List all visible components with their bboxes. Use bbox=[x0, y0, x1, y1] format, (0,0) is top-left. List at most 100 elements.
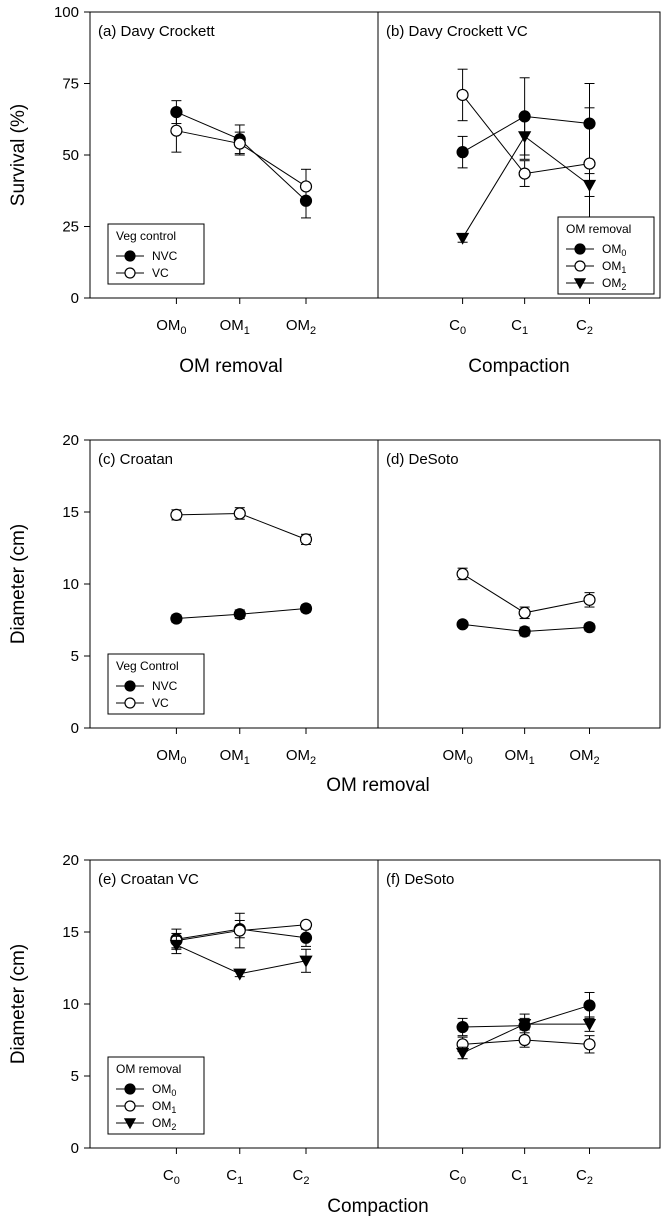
data-point-f-OM0-2 bbox=[583, 999, 596, 1012]
legend-entry-b-1: OM1 bbox=[602, 259, 626, 275]
legend-entry-sub-b-1: 1 bbox=[621, 265, 626, 275]
y-tick-label-e-4: 20 bbox=[62, 852, 79, 869]
y-tick-label-c-3: 15 bbox=[62, 504, 79, 521]
legend-marker-b-2 bbox=[573, 278, 587, 290]
x-tick-label-b-1-sub: 1 bbox=[522, 325, 528, 337]
legend-entry-main-e-2: OM bbox=[152, 1116, 171, 1130]
y-tick-label-c-4: 20 bbox=[62, 432, 79, 449]
panel-f: C0 C1 C2(f) DeSoto bbox=[386, 871, 597, 1187]
x-tick-label-c-0: OM0 bbox=[156, 747, 186, 767]
text-layer: OM removal Compaction OM removal Compact… bbox=[179, 356, 569, 1217]
x-tick-label-d-0-sub: 0 bbox=[467, 755, 473, 767]
y-tick-label-a-1: 25 bbox=[62, 219, 79, 236]
y-tick-label-c-2: 10 bbox=[62, 576, 79, 593]
series-f-OM1 bbox=[456, 1032, 596, 1054]
legend-entry-main-b-1: OM bbox=[602, 259, 621, 273]
series-f-OM0 bbox=[456, 991, 596, 1038]
data-point-a-VC-0 bbox=[170, 124, 183, 137]
panel-title-d: (d) DeSoto bbox=[386, 451, 459, 468]
x-tick-label-c-2-sub: 2 bbox=[310, 755, 316, 767]
data-point-d-NVC-1 bbox=[518, 625, 531, 638]
legend-entry-c-0: NVC bbox=[152, 679, 178, 693]
data-point-b-OM1-2 bbox=[583, 157, 596, 170]
y-tick-label-e-1: 5 bbox=[71, 1068, 79, 1085]
x-tick-label-e-2-sub: 2 bbox=[303, 1175, 309, 1187]
legend-entry-main-c-1: VC bbox=[152, 696, 169, 710]
legend-c: Veg Control NVC VC bbox=[107, 653, 205, 715]
legend-a: Veg control NVC VC bbox=[107, 223, 205, 285]
x-tick-label-c-0-main: OM bbox=[156, 747, 180, 764]
legend-box-a bbox=[107, 223, 205, 285]
legend-entry-main-a-1: VC bbox=[152, 266, 169, 280]
x-tick-label-e-2: C2 bbox=[293, 1167, 310, 1187]
x-tick-label-b-0: C0 bbox=[449, 317, 466, 337]
x-tick-label-f-0-main: C bbox=[449, 1167, 460, 1184]
x-tick-label-a-0-main: OM bbox=[156, 317, 180, 334]
legend-entry-a-1: VC bbox=[152, 266, 169, 280]
x-tick-label-b-1: C1 bbox=[511, 317, 528, 337]
data-point-a-VC-1 bbox=[233, 137, 246, 150]
x-tick-label-f-1: C1 bbox=[511, 1167, 528, 1187]
legend-entry-main-e-0: OM bbox=[152, 1082, 171, 1096]
y-tick-label-e-3: 15 bbox=[62, 924, 79, 941]
legend-entry-e-1: OM1 bbox=[152, 1099, 176, 1115]
legend-entry-main-b-2: OM bbox=[602, 276, 621, 290]
legend-entry-sub-b-0: 0 bbox=[621, 248, 626, 258]
y-tick-label-a-4: 100 bbox=[54, 4, 79, 21]
legend-entry-e-2: OM2 bbox=[152, 1116, 176, 1132]
series-b-OM2 bbox=[455, 113, 597, 245]
legend-entry-c-1: VC bbox=[152, 696, 169, 710]
x-tick-label-a-2: OM2 bbox=[286, 317, 316, 337]
x-tick-label-e-0: C0 bbox=[163, 1167, 180, 1187]
x-tick-label-f-1-sub: 1 bbox=[522, 1175, 528, 1187]
legend-entry-b-2: OM2 bbox=[602, 276, 626, 292]
series-d-VC bbox=[456, 567, 596, 620]
panel-title-b: (b) Davy Crockett VC bbox=[386, 23, 528, 40]
series-b-OM1 bbox=[456, 68, 596, 220]
legend-marker-a-0 bbox=[124, 250, 136, 262]
legend-entry-sub-e-0: 0 bbox=[171, 1088, 176, 1098]
data-point-c-VC-1 bbox=[233, 507, 246, 520]
y-tick-label-c-0: 0 bbox=[71, 720, 79, 737]
legend-marker-b-0 bbox=[574, 243, 586, 255]
series-e-OM2 bbox=[169, 935, 313, 981]
y-axis-label-a: Survival (%) bbox=[8, 104, 29, 206]
data-point-f-OM2-1 bbox=[518, 1019, 532, 1031]
x-tick-label-d-0-main: OM bbox=[442, 747, 466, 764]
x-tick-label-d-1-sub: 1 bbox=[529, 755, 535, 767]
legend-box-b bbox=[557, 216, 655, 295]
legend-entry-b-0: OM0 bbox=[602, 242, 626, 258]
x-tick-label-e-1-sub: 1 bbox=[237, 1175, 243, 1187]
data-point-e-OM2-0 bbox=[169, 939, 184, 952]
x-tick-label-f-2: C2 bbox=[576, 1167, 593, 1187]
data-point-b-OM1-1 bbox=[518, 167, 531, 180]
x-tick-label-f-0-sub: 0 bbox=[460, 1175, 466, 1187]
series-f-OM2 bbox=[455, 1016, 597, 1060]
data-point-f-OM1-2 bbox=[583, 1038, 596, 1051]
x-tick-label-a-1-main: OM bbox=[220, 317, 244, 334]
x-tick-label-a-2-sub: 2 bbox=[310, 325, 316, 337]
row1-right-xlabel: Compaction bbox=[468, 356, 569, 377]
y-tick-label-a-2: 50 bbox=[62, 147, 79, 164]
series-a-VC bbox=[170, 108, 313, 205]
panel-title-c: (c) Croatan bbox=[98, 451, 173, 468]
x-tick-label-a-1-sub: 1 bbox=[244, 325, 250, 337]
x-tick-label-b-2: C2 bbox=[576, 317, 593, 337]
legend-entry-main-c-0: NVC bbox=[152, 679, 178, 693]
data-point-e-OM1-2 bbox=[299, 918, 313, 931]
y-tick-label-a-3: 75 bbox=[62, 76, 79, 93]
x-tick-label-c-2-main: OM bbox=[286, 747, 310, 764]
x-tick-label-d-1-main: OM bbox=[504, 747, 528, 764]
data-point-c-VC-2 bbox=[299, 533, 313, 546]
panel-frames bbox=[89, 11, 661, 1149]
legend-title-b: OM removal bbox=[566, 222, 631, 236]
legend-entry-main-a-0: NVC bbox=[152, 249, 178, 263]
x-tick-label-d-2-sub: 2 bbox=[594, 755, 600, 767]
x-tick-label-f-2-main: C bbox=[576, 1167, 587, 1184]
legend-title-c: Veg Control bbox=[116, 659, 179, 673]
